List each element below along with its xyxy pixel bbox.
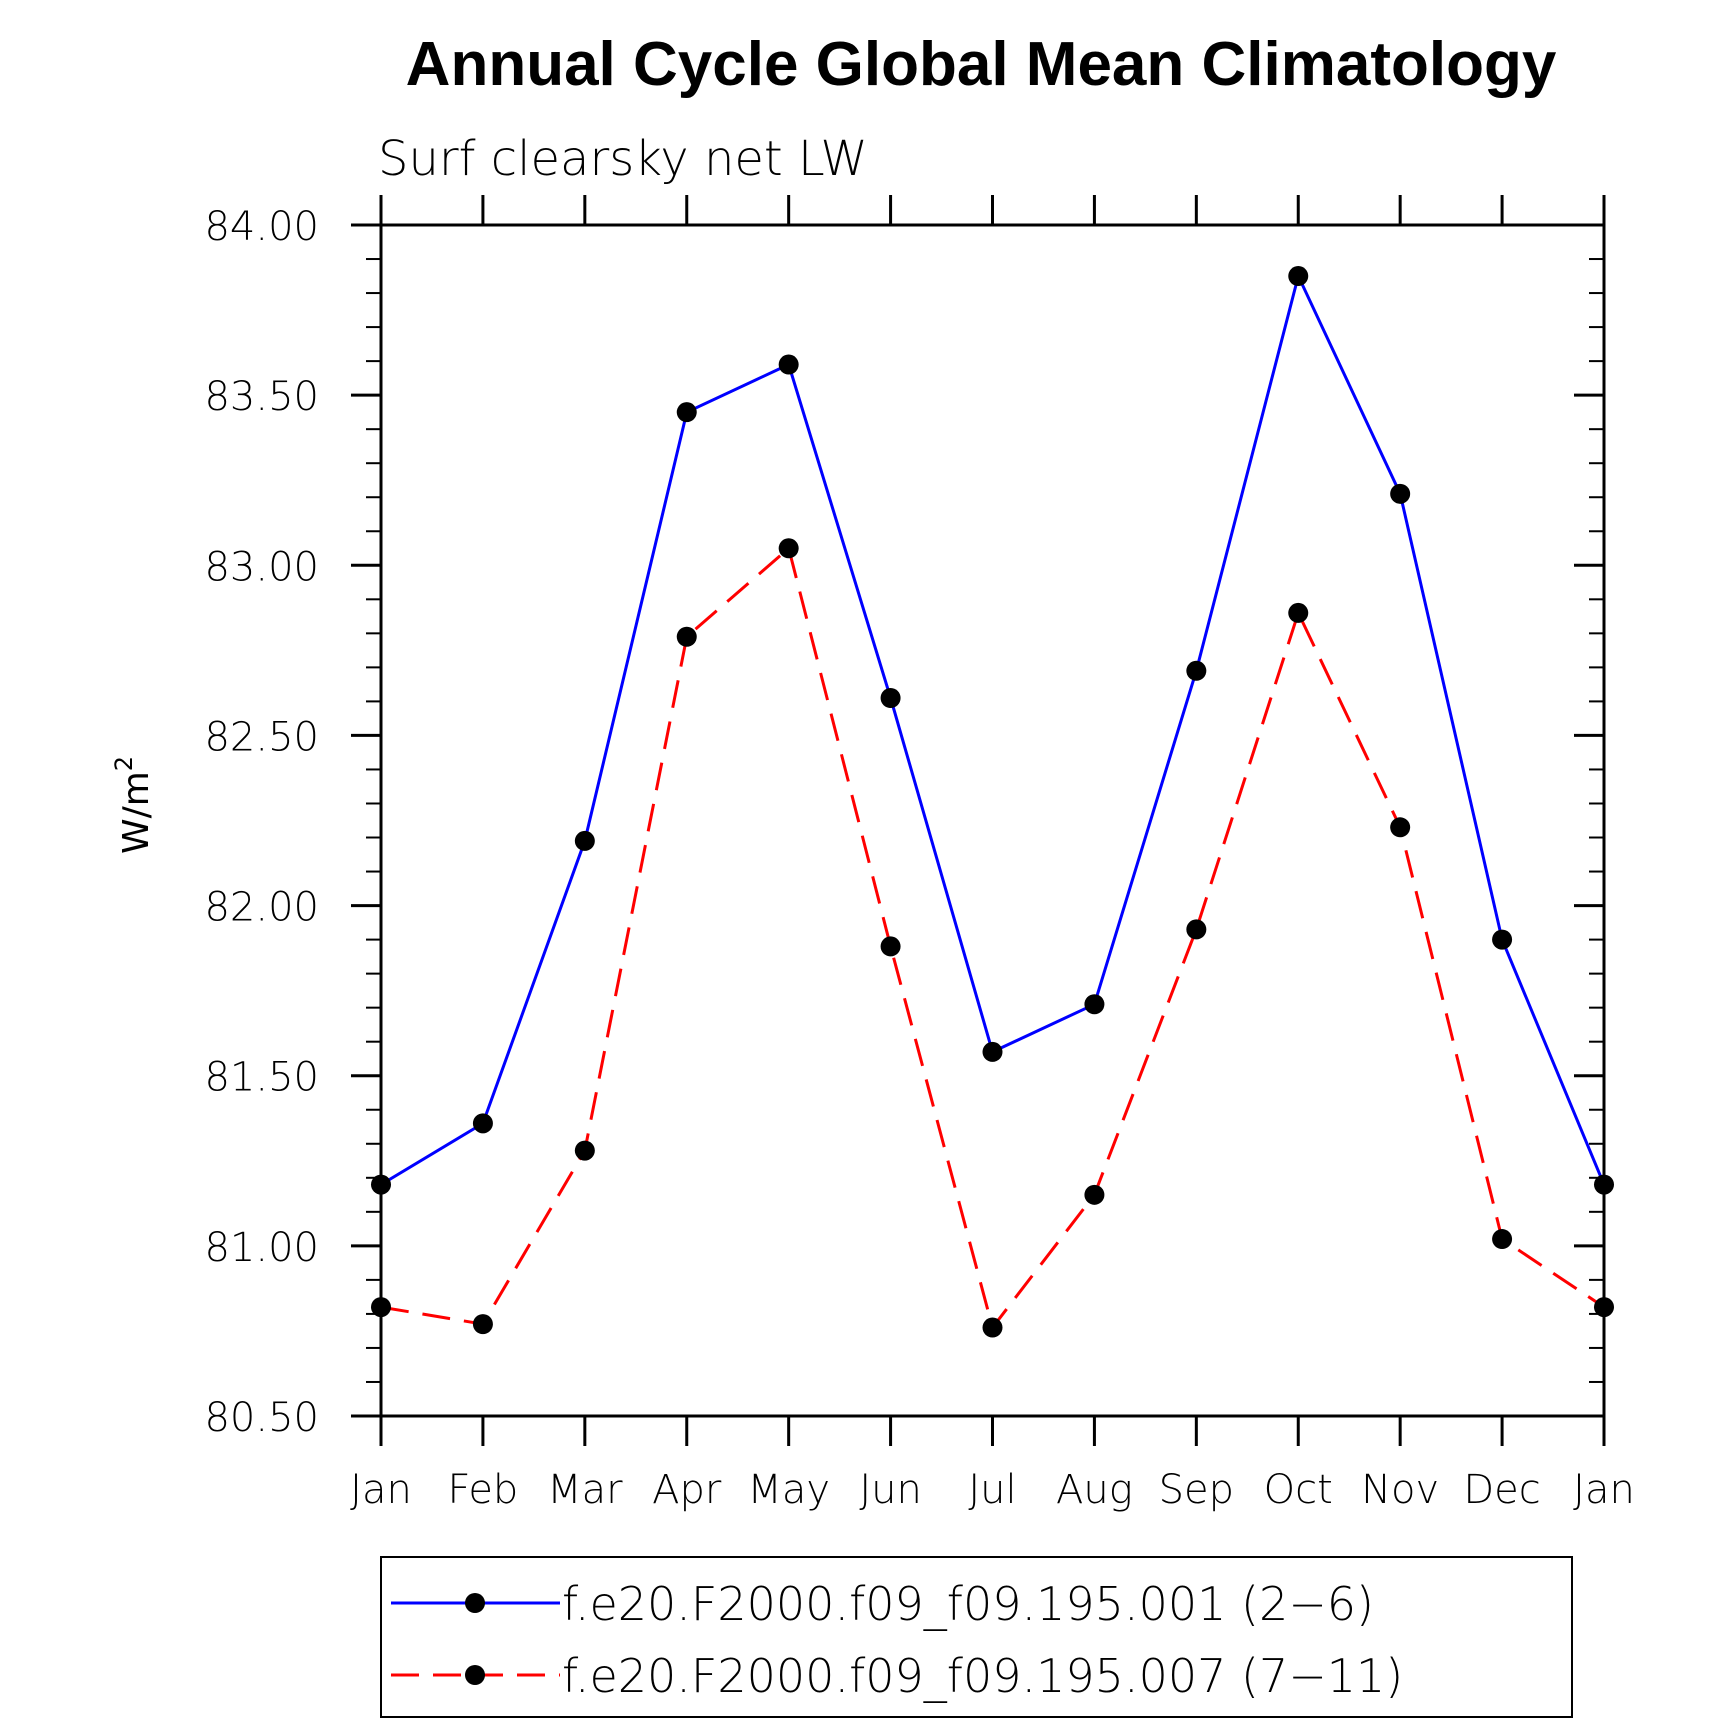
x-tick-label: Sep	[1159, 1467, 1234, 1513]
legend-label-2: f.e20.F2000.f09_f09.195.007 (7−11)	[562, 1649, 1403, 1703]
x-tick-label: May	[747, 1467, 830, 1513]
x-tick-label: Feb	[448, 1467, 519, 1513]
series-2-point	[778, 538, 799, 559]
y-tick-label: 83.50	[204, 374, 319, 420]
series-2-point	[574, 1140, 595, 1161]
series-2-point	[880, 936, 901, 957]
series-1-point	[1390, 483, 1411, 504]
y-tick-label: 84.00	[204, 204, 319, 250]
series-2-point	[1186, 919, 1207, 940]
chart-subtitle: Surf clearsky net LW	[378, 131, 868, 187]
x-tick-label: Jul	[968, 1467, 1016, 1513]
x-tick-labels: Jan Feb Mar Apr May Jun Jul Aug Sep Oct Nov Dec Jan	[350, 1467, 1635, 1513]
x-tick-label: Jan	[350, 1467, 412, 1513]
series-1-point	[1594, 1174, 1614, 1195]
legend-marker-2	[465, 1665, 485, 1685]
y-axis-label-superscript: 2	[110, 756, 138, 771]
series-2-point	[982, 1317, 1003, 1338]
series-layer	[371, 266, 1614, 1338]
legend	[380, 1556, 1573, 1718]
series-1-point	[676, 402, 697, 423]
series-1-point	[778, 354, 799, 375]
x-tick-label: Nov	[1361, 1467, 1439, 1513]
y-axis-label-text: W/m	[116, 771, 157, 854]
series-1-point	[1084, 994, 1105, 1015]
series-1-point	[371, 1174, 391, 1195]
x-tick-label: Dec	[1463, 1467, 1540, 1513]
chart-title: Annual Cycle Global Mean Climatology	[406, 30, 1557, 99]
y-tick-label: 82.50	[204, 714, 319, 760]
series-1-point	[574, 830, 595, 851]
y-tick-labels: 84.00 83.50 83.00 82.50 82.00 81.50 81.00 80.50	[204, 204, 319, 1441]
y-tick-label: 83.00	[204, 544, 319, 590]
x-tick-label: Jun	[859, 1467, 922, 1513]
legend-marker-1	[465, 1593, 485, 1613]
series-1-point	[1492, 929, 1513, 950]
series-2-point	[472, 1314, 493, 1335]
y-tick-label: 81.00	[204, 1225, 319, 1271]
series-1-point	[880, 687, 901, 708]
plot-frame	[379, 223, 1606, 1418]
y-tick-label: 82.00	[204, 885, 319, 931]
series-1-point	[1288, 266, 1309, 287]
series-2-point	[1492, 1229, 1513, 1250]
x-tick-label: Oct	[1264, 1467, 1333, 1513]
series-2-point	[1288, 602, 1309, 623]
y-axis-label: W/m2	[110, 756, 157, 854]
series-line-2	[380, 545, 1605, 1331]
series-2-point	[676, 626, 697, 647]
x-tick-label: Mar	[547, 1467, 623, 1513]
legend-label-1: f.e20.F2000.f09_f09.195.001 (2−6)	[562, 1577, 1374, 1631]
y-tick-label: 80.50	[204, 1395, 319, 1441]
series-2-point	[1390, 817, 1411, 838]
axis-ticks	[351, 195, 1606, 1446]
series-1-point	[1186, 660, 1207, 681]
series-2-point	[1084, 1184, 1105, 1205]
x-tick-label: Apr	[652, 1467, 722, 1513]
series-1-point	[472, 1113, 493, 1134]
series-2-point	[1594, 1297, 1614, 1318]
y-tick-label: 81.50	[204, 1055, 319, 1101]
series-1-point	[982, 1041, 1003, 1062]
legend-entries: f.e20.F2000.f09_f09.195.001 (2−6) f.e20.F…	[391, 1577, 1403, 1703]
x-tick-label: Jan	[1573, 1467, 1635, 1513]
series-2-point	[371, 1297, 391, 1318]
svg-text:W/m2: W/m2	[110, 756, 157, 854]
x-tick-label: Aug	[1056, 1467, 1133, 1513]
